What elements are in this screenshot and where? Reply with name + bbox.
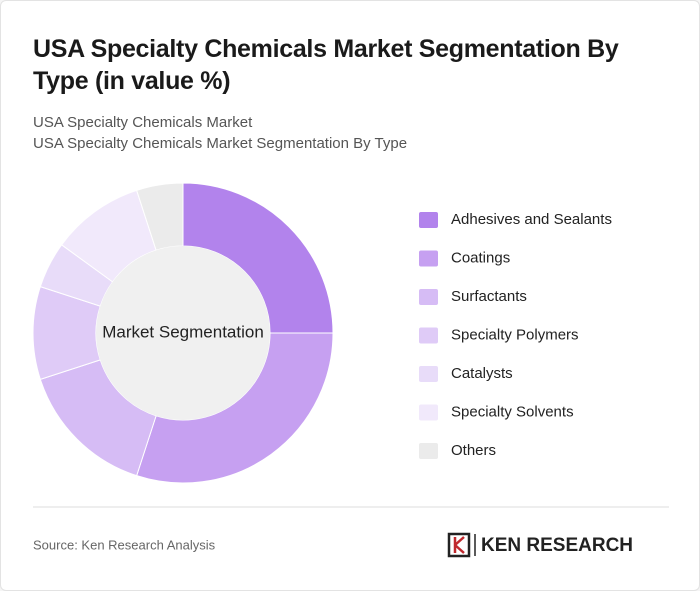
- brand: KEN RESEARCH: [481, 535, 633, 556]
- subtitle: USA Specialty Chemicals Market Segmentat…: [33, 135, 408, 152]
- legend-label: Surfactants: [451, 288, 527, 305]
- center-label: Market Segmentation: [102, 322, 264, 341]
- legend-label: Others: [451, 442, 496, 459]
- legend-label: Specialty Solvents: [451, 403, 574, 420]
- chart-title: USA Specialty Chemicals Market Segmentat…: [33, 35, 619, 95]
- logo: KEN RESEARCH: [447, 532, 633, 558]
- subtitle: USA Specialty Chemicals Market: [33, 114, 253, 131]
- legend-swatch: [419, 250, 438, 267]
- legend-swatch: [419, 289, 438, 305]
- legend-label: Catalysts: [451, 365, 513, 382]
- legend-swatch: [419, 327, 438, 344]
- legend-label: Coatings: [451, 249, 510, 266]
- donut-hole: [96, 246, 270, 420]
- source: Source: Ken Research Analysis: [33, 537, 216, 552]
- legend-label: Adhesives and Sealants: [451, 211, 612, 228]
- logo-icon: [453, 536, 465, 554]
- legend-swatch: [419, 212, 438, 228]
- legend-label: Specialty Polymers: [451, 326, 579, 343]
- legend-swatch: [419, 366, 438, 382]
- legend-swatch: [419, 443, 438, 459]
- legend-swatch: [419, 404, 438, 421]
- logo-icon: [447, 532, 471, 558]
